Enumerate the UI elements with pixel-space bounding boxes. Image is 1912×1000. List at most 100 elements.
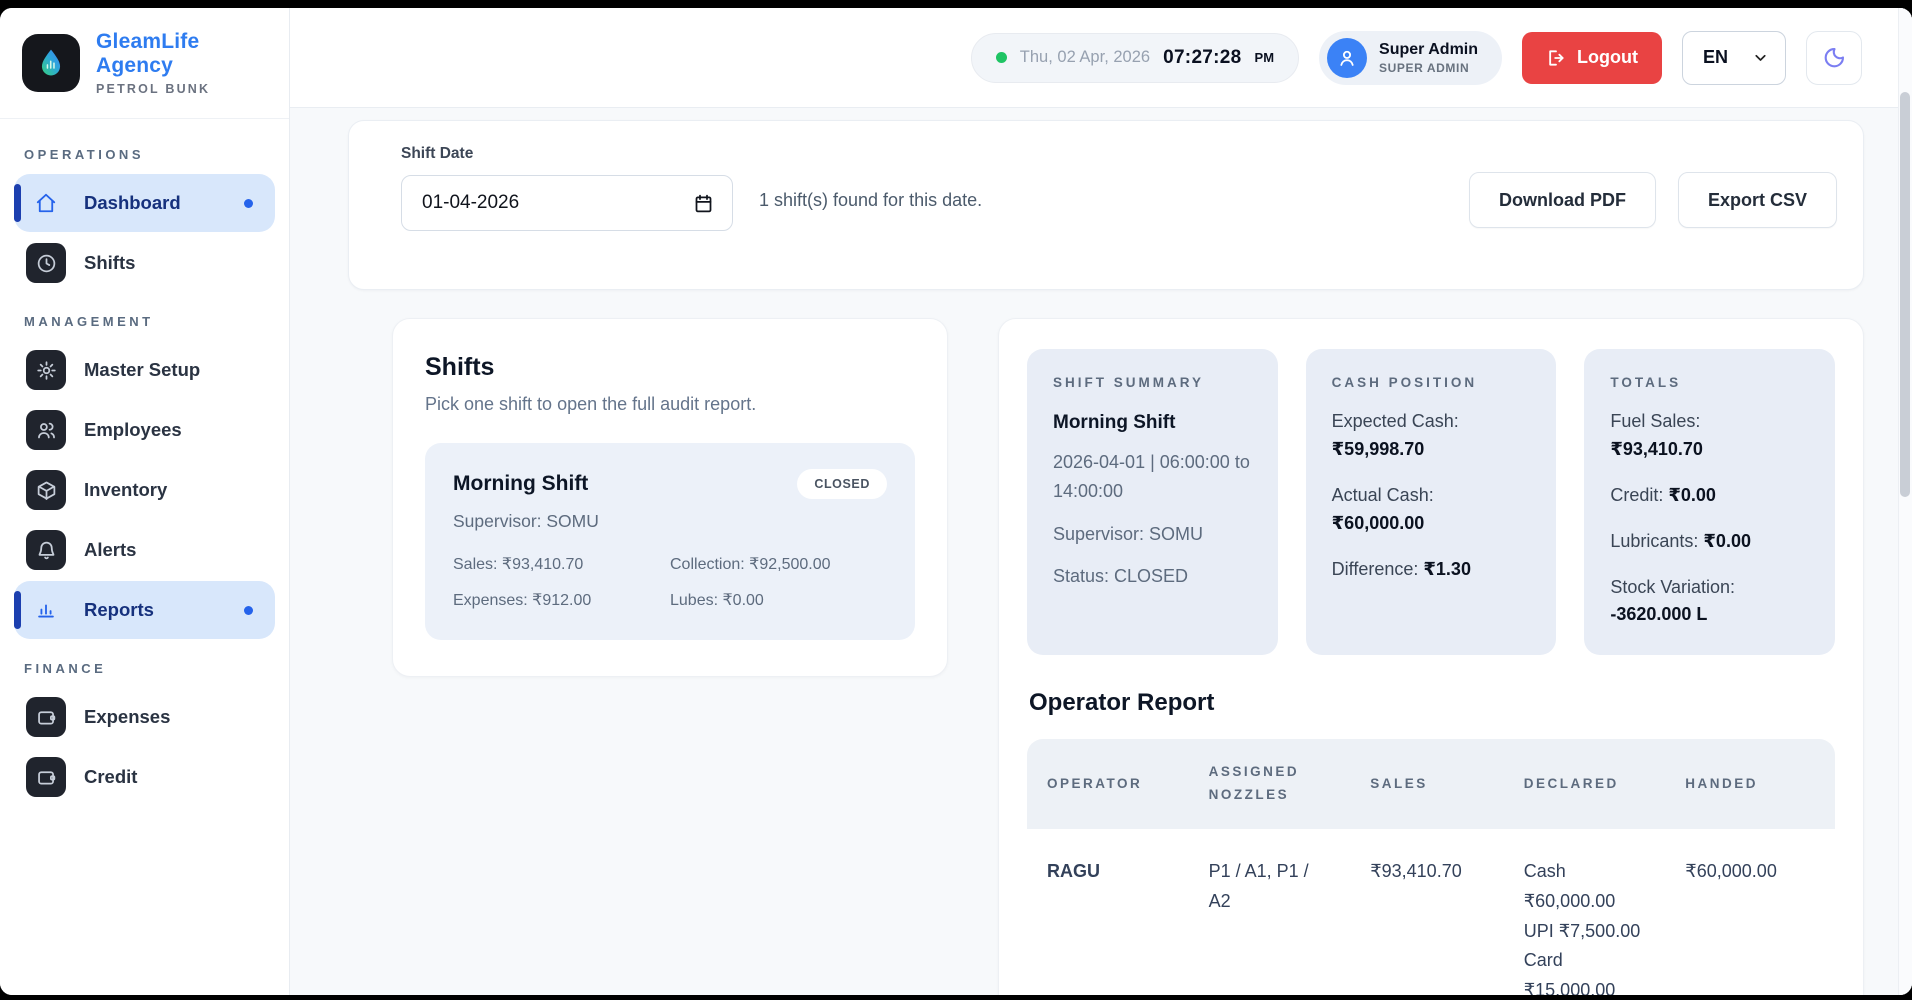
- content: Shift Date 01-04-2026 1 shift(s) found f…: [290, 108, 1912, 995]
- active-dot: [244, 198, 253, 208]
- logout-button[interactable]: Logout: [1522, 31, 1662, 84]
- filter-actions: Download PDF Export CSV: [1468, 172, 1837, 228]
- bar-chart-icon: [26, 590, 66, 630]
- export-csv-button[interactable]: Export CSV: [1677, 172, 1837, 228]
- col-handed: HANDED: [1665, 739, 1835, 830]
- stock-variation: Stock Variation: -3620.000 L: [1610, 576, 1736, 625]
- shifts-subtitle: Pick one shift to open the full audit re…: [425, 394, 757, 414]
- shift-summary-card: SHIFT SUMMARY Morning Shift 2026-04-01 |…: [1027, 349, 1278, 656]
- sidebar-item-inventory[interactable]: Inventory: [14, 461, 275, 519]
- brand-tagline: PETROL BUNK: [96, 82, 211, 96]
- cash-difference: Difference: ₹1.30: [1331, 558, 1471, 579]
- language-select[interactable]: EN: [1682, 30, 1786, 85]
- bell-icon: [26, 530, 66, 570]
- sidebar-item-reports[interactable]: Reports: [14, 581, 275, 639]
- brand-name: GleamLife Agency: [96, 30, 200, 77]
- current-date: Thu, 02 Apr, 2026: [1019, 48, 1151, 66]
- status-dot: [995, 52, 1007, 63]
- wallet-icon: [26, 757, 66, 797]
- expected-cash: Expected Cash: ₹59,998.70: [1331, 411, 1459, 459]
- sidebar-item-label: Alerts: [84, 539, 137, 560]
- cell-declared: Cash ₹60,000.00 UPI ₹7,500.00 Card ₹15,0…: [1523, 861, 1641, 995]
- shift-stat-collection: Collection: ₹92,500.00: [670, 556, 831, 573]
- sidebar-item-expenses[interactable]: Expenses: [14, 688, 275, 746]
- sidebar-item-label: Master Setup: [84, 359, 201, 380]
- credit-total: Credit: ₹0.00: [1610, 484, 1716, 505]
- section-label-management: MANAGEMENT: [24, 314, 154, 329]
- download-pdf-button[interactable]: Download PDF: [1468, 172, 1656, 228]
- sidebar-item-master-setup[interactable]: Master Setup: [14, 341, 275, 399]
- shift-count-text: 1 shift(s) found for this date.: [759, 190, 983, 210]
- calendar-icon[interactable]: [693, 193, 714, 214]
- actual-cash: Actual Cash: ₹60,000.00: [1331, 484, 1434, 533]
- shift-stat-lubes: Lubes: ₹0.00: [670, 592, 764, 609]
- shift-supervisor: Supervisor: SOMU: [453, 511, 599, 531]
- clock-icon: [26, 243, 66, 283]
- app-window: GleamLife Agency PETROL BUNK OPERATIONS …: [0, 8, 1912, 995]
- current-time: 07:27:28: [1163, 46, 1242, 68]
- cell-nozzles: P1 / A1, P1 / A2: [1208, 861, 1309, 911]
- shift-stat-sales: Sales: ₹93,410.70: [453, 556, 584, 573]
- shift-stat-expenses: Expenses: ₹912.00: [453, 592, 592, 609]
- cell-handed: ₹60,000.00: [1685, 861, 1777, 882]
- active-dot: [244, 605, 253, 615]
- sidebar-item-alerts[interactable]: Alerts: [14, 521, 275, 579]
- shifts-title: Shifts: [425, 353, 495, 381]
- sidebar-item-label: Credit: [84, 766, 138, 787]
- summary-supervisor: Supervisor: SOMU: [1053, 523, 1204, 544]
- shift-summary-label: SHIFT SUMMARY: [1053, 375, 1204, 390]
- sidebar-item-shifts[interactable]: Shifts: [14, 234, 275, 292]
- sidebar-item-credit[interactable]: Credit: [14, 748, 275, 806]
- topbar: Thu, 02 Apr, 2026 07:27:28 PM Super Admi…: [290, 8, 1912, 108]
- datetime-pill: Thu, 02 Apr, 2026 07:27:28 PM: [970, 32, 1300, 83]
- col-declared: DECLARED: [1503, 739, 1666, 830]
- users-icon: [26, 410, 66, 450]
- cell-sales: ₹93,410.70: [1370, 861, 1462, 882]
- dark-mode-toggle[interactable]: [1806, 30, 1862, 85]
- section-label-operations: OPERATIONS: [24, 147, 144, 162]
- sidebar-item-employees[interactable]: Employees: [14, 401, 275, 459]
- logout-label: Logout: [1577, 47, 1638, 67]
- user-role: SUPER ADMIN: [1379, 60, 1470, 75]
- shift-date-input[interactable]: 01-04-2026: [401, 175, 733, 231]
- home-icon: [26, 183, 66, 223]
- summary-status: Status: CLOSED: [1053, 566, 1189, 587]
- brand-logo: [22, 34, 80, 92]
- sidebar-item-dashboard[interactable]: Dashboard: [14, 174, 275, 232]
- sidebar-item-label: Dashboard: [84, 192, 181, 213]
- user-name: Super Admin: [1379, 40, 1479, 58]
- filter-card: Shift Date 01-04-2026 1 shift(s) found f…: [348, 120, 1864, 290]
- main-area: Thu, 02 Apr, 2026 07:27:28 PM Super Admi…: [290, 8, 1912, 995]
- sidebar: GleamLife Agency PETROL BUNK OPERATIONS …: [0, 8, 290, 995]
- sidebar-item-label: Employees: [84, 419, 182, 440]
- cube-icon: [26, 470, 66, 510]
- col-assigned-nozzles: ASSIGNED NOZZLES: [1188, 739, 1351, 830]
- cash-position-label: CASH POSITION: [1331, 375, 1478, 390]
- scrollbar[interactable]: [1898, 8, 1912, 995]
- col-sales: SALES: [1350, 739, 1504, 830]
- shift-card-morning[interactable]: Morning Shift CLOSED Supervisor: SOMU Sa…: [425, 443, 915, 640]
- wallet-icon: [26, 697, 66, 737]
- sidebar-item-label: Expenses: [84, 706, 171, 727]
- shift-date-label: Shift Date: [401, 145, 474, 162]
- logout-icon: [1546, 48, 1566, 68]
- summary-shift-name: Morning Shift: [1053, 412, 1176, 433]
- shift-card-header: Morning Shift CLOSED: [453, 469, 887, 499]
- brand: GleamLife Agency PETROL BUNK: [0, 8, 289, 119]
- sidebar-item-label: Reports: [84, 599, 154, 620]
- meridiem: PM: [1254, 50, 1275, 65]
- shift-date-value: 01-04-2026: [422, 192, 520, 213]
- sidebar-item-label: Inventory: [84, 479, 168, 500]
- stat-cards-row: SHIFT SUMMARY Morning Shift 2026-04-01 |…: [1027, 349, 1835, 656]
- user-text: Super Admin SUPER ADMIN: [1379, 41, 1478, 75]
- user-menu[interactable]: Super Admin SUPER ADMIN: [1319, 30, 1503, 85]
- shifts-panel: Shifts Pick one shift to open the full a…: [392, 318, 948, 677]
- totals-card: TOTALS Fuel Sales: ₹93,410.70 Credit: ₹0…: [1584, 349, 1835, 656]
- totals-label: TOTALS: [1610, 375, 1682, 390]
- scrollbar-thumb[interactable]: [1900, 92, 1910, 497]
- table-row: RAGU P1 / A1, P1 / A2 ₹93,410.70 Cash ₹6…: [1027, 829, 1835, 995]
- sidebar-item-label: Shifts: [84, 252, 136, 273]
- operator-report-title: Operator Report: [1029, 689, 1215, 717]
- shift-stats: Sales: ₹93,410.70 Collection: ₹92,500.00…: [453, 554, 887, 610]
- report-panel: SHIFT SUMMARY Morning Shift 2026-04-01 |…: [998, 318, 1864, 995]
